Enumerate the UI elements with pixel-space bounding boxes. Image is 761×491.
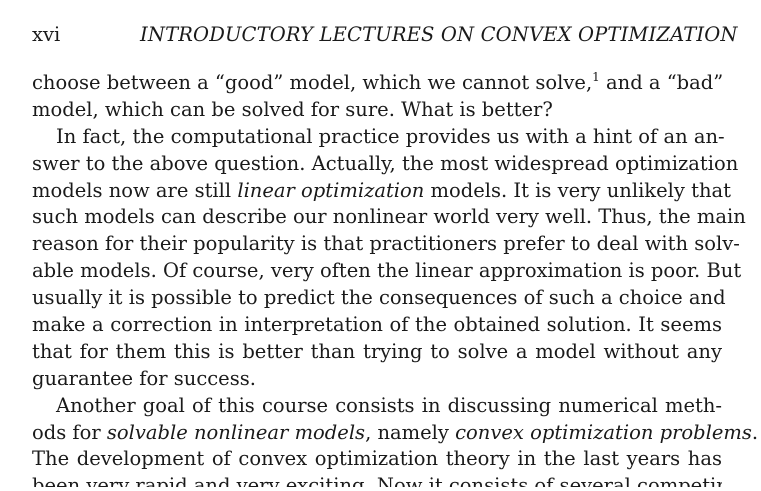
text-run: such models can describe our nonlinear w… <box>32 205 746 229</box>
text-run: swer to the above question. Actually, th… <box>32 151 739 175</box>
text-run: and a “bad” <box>599 71 724 94</box>
text-line: swer to the above question. Actually, th… <box>32 151 738 178</box>
running-title: INTRODUCTORY LECTURES ON CONVEX OPTIMIZA… <box>140 23 738 46</box>
text-run: Another goal of this course consists in … <box>56 393 722 417</box>
text-line: choose between a “good” model, which we … <box>32 70 724 97</box>
text-run: that for them this is better than trying… <box>32 339 722 363</box>
text-line: reason for their popularity is that prac… <box>32 231 740 258</box>
text-run: In fact, the computational practice prov… <box>56 124 725 148</box>
text-line: model, which can be solved for sure. Wha… <box>32 97 722 124</box>
text-line: ods for solvable nonlinear models, namel… <box>32 420 758 447</box>
text-run: The development of convex optimization t… <box>32 447 722 471</box>
text-run: been very rapid and very exciting. Now i… <box>32 474 722 488</box>
text-run: models now are still <box>32 178 238 202</box>
text-run: usually it is possible to predict the co… <box>32 286 726 310</box>
footnote-marker[interactable]: 1 <box>592 70 600 84</box>
text-line: been very rapid and very exciting. Now i… <box>32 473 722 487</box>
text-run: . <box>751 420 759 444</box>
text-line: models now are still linear optimization… <box>32 178 731 205</box>
page: xvi INTRODUCTORY LECTURES ON CONVEX OPTI… <box>32 22 758 488</box>
paragraph: choose between a “good” model, which we … <box>32 70 724 124</box>
text-line: such models can describe our nonlinear w… <box>32 204 746 231</box>
page-number: xvi <box>32 23 61 46</box>
text-line: guarantee for success. <box>32 366 722 393</box>
body-text: choose between a “good” model, which we … <box>32 70 758 488</box>
text-line: The development of convex optimization t… <box>32 446 722 473</box>
paragraph: Another goal of this course consists in … <box>32 393 758 488</box>
text-run: ods for <box>32 420 107 444</box>
emphasis-text: linear optimization <box>237 178 425 202</box>
text-run: guarantee for success. <box>32 366 256 390</box>
text-run: able models. Of course, very often the l… <box>32 259 742 283</box>
text-run: models. It is very unlikely that <box>424 178 731 202</box>
emphasis-text: convex optimization problems <box>455 420 752 444</box>
text-run: , namely <box>365 420 456 444</box>
emphasis-text: solvable nonlinear models <box>106 420 366 444</box>
text-line: make a correction in interpretation of t… <box>32 312 722 339</box>
text-line: Another goal of this course consists in … <box>32 393 722 420</box>
text-run: reason for their popularity is that prac… <box>32 232 740 256</box>
text-line: able models. Of course, very often the l… <box>32 258 741 285</box>
text-run: choose between a “good” model, which we … <box>32 71 593 94</box>
running-header: xvi INTRODUCTORY LECTURES ON CONVEX OPTI… <box>32 22 737 48</box>
paragraph: In fact, the computational practice prov… <box>32 124 746 393</box>
text-run: model, which can be solved for sure. Wha… <box>32 97 553 121</box>
text-line: In fact, the computational practice prov… <box>32 124 725 151</box>
text-run: make a correction in interpretation of t… <box>32 313 722 337</box>
text-line: that for them this is better than trying… <box>32 339 722 366</box>
text-line: usually it is possible to predict the co… <box>32 285 726 312</box>
